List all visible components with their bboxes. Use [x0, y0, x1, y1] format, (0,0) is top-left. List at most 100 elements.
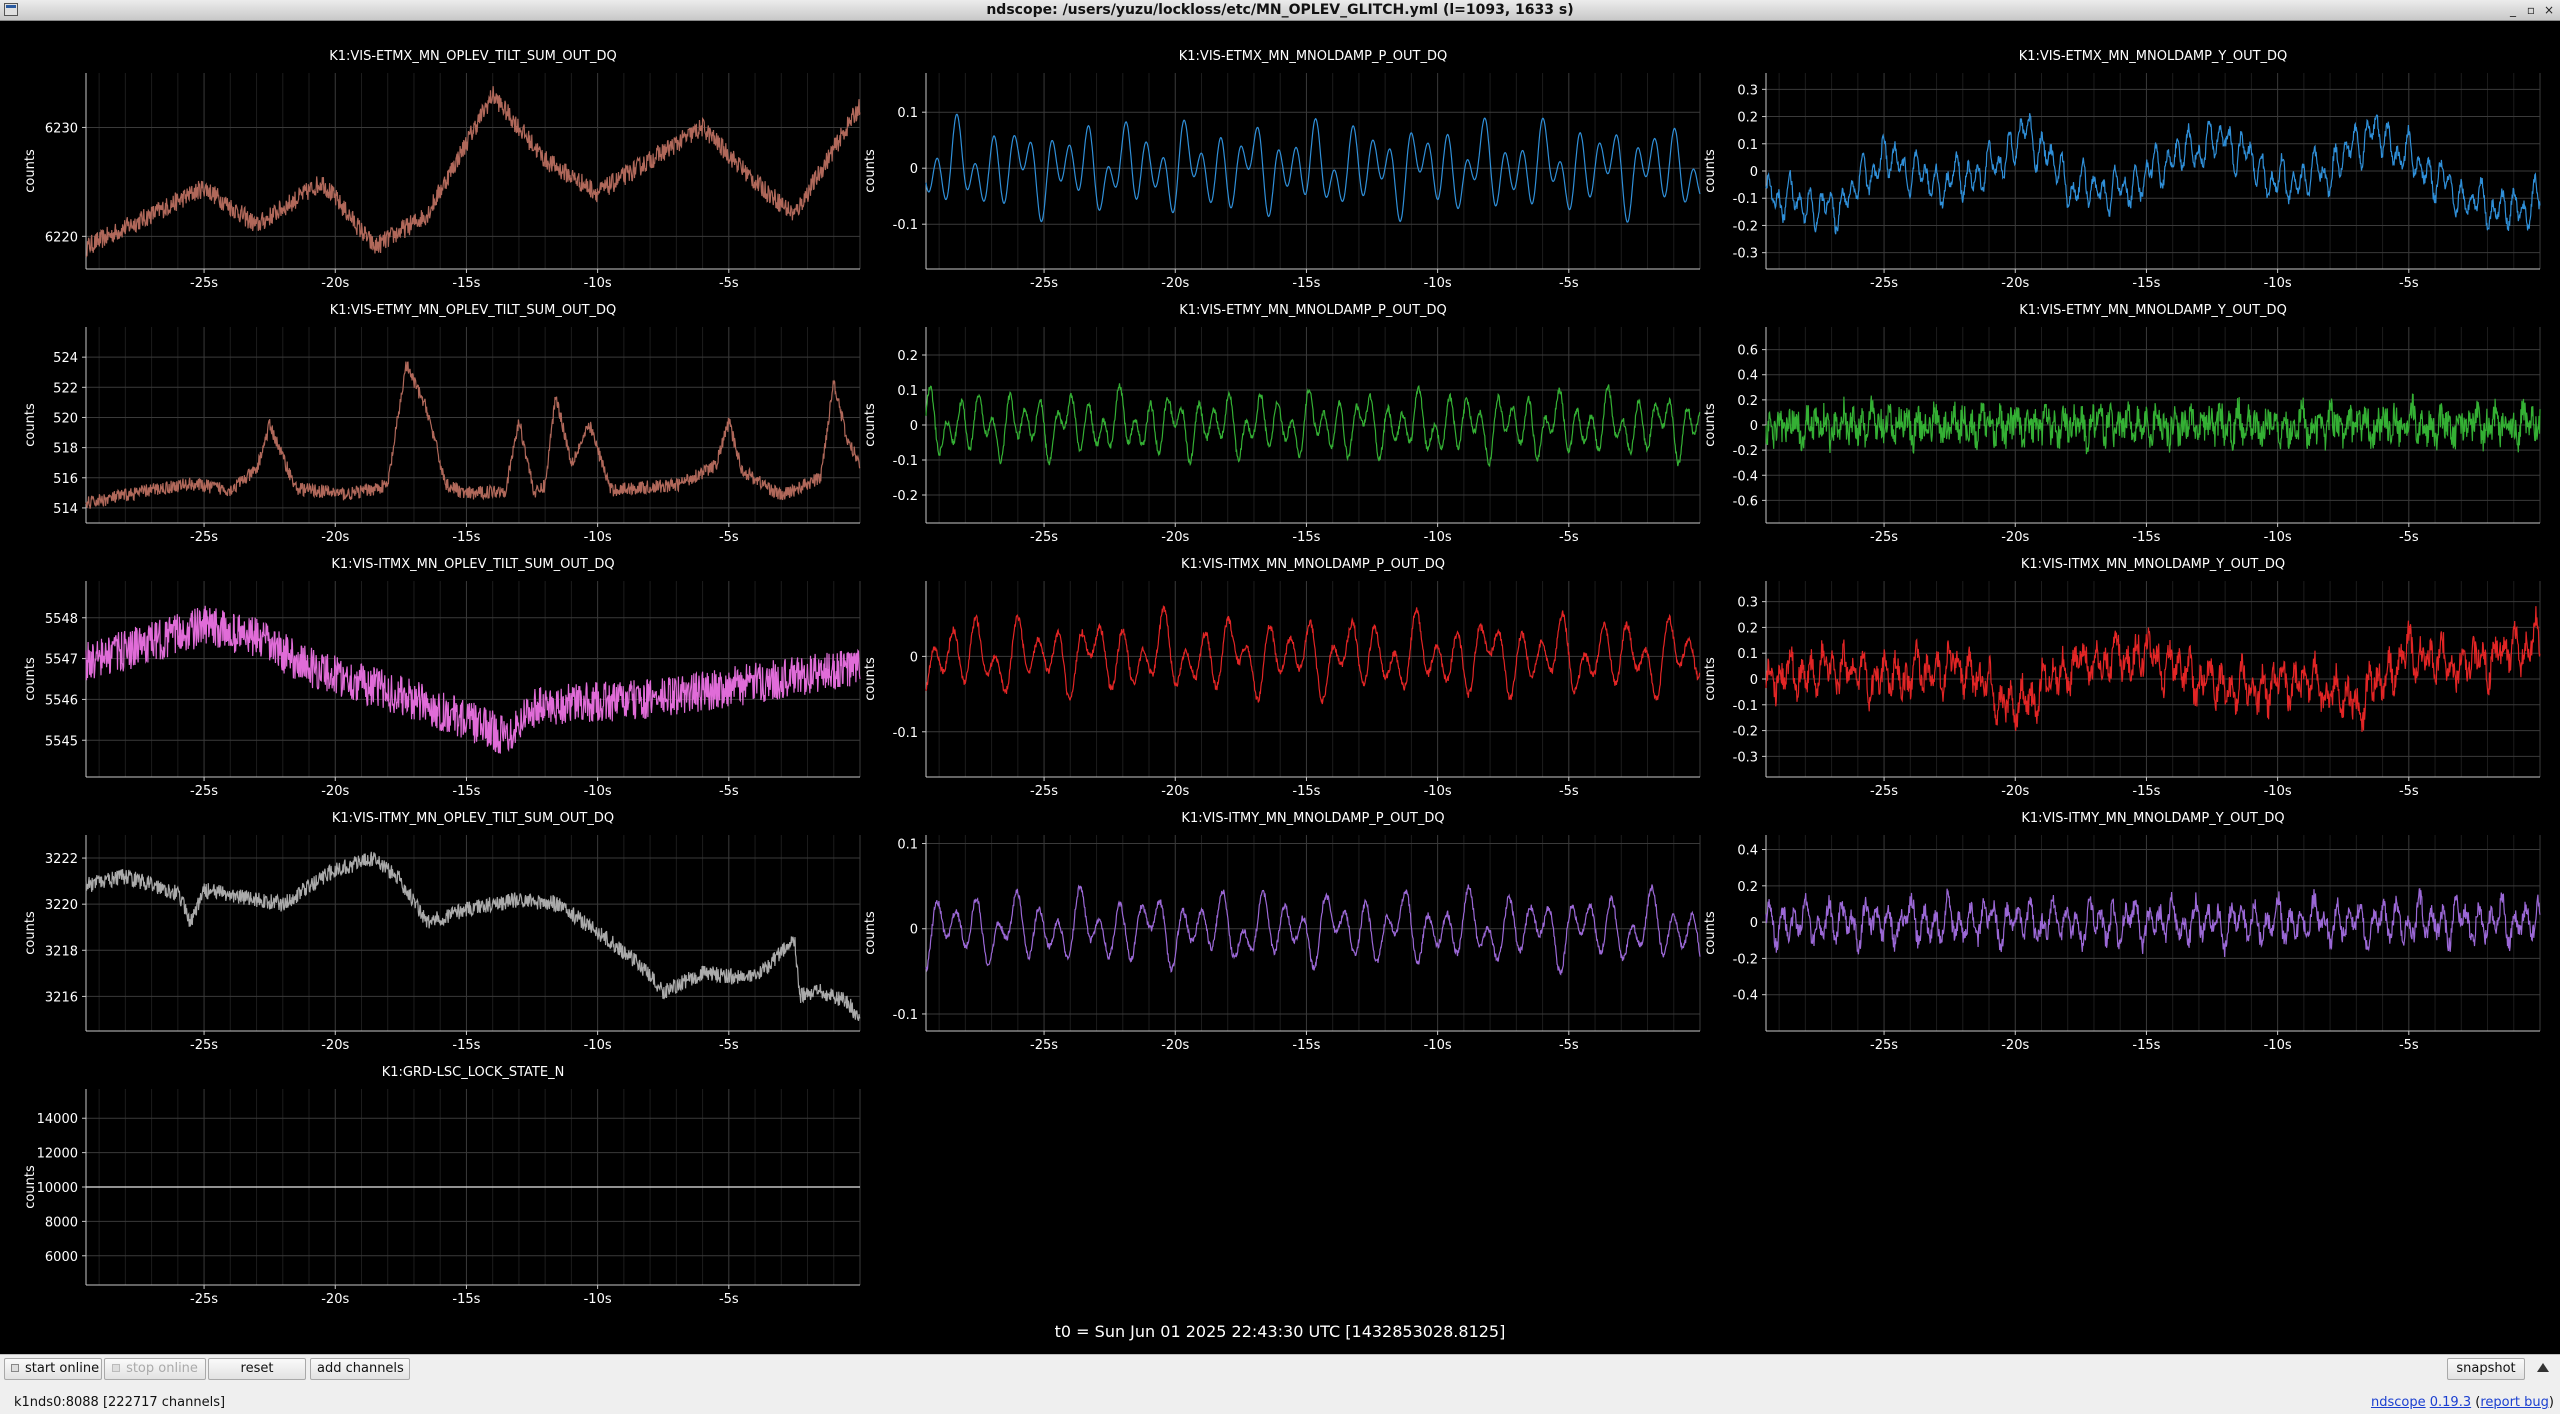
x-tick-label: -25s [1870, 276, 1898, 291]
plot-panel[interactable]: K1:VIS-ITMX_MN_MNOLDAMP_Y_OUT_DQ -25s -20s… [1703, 557, 2541, 799]
x-tick-label: -10s [1424, 276, 1452, 291]
y-tick-label: -0.2 [1733, 444, 1758, 459]
close-icon[interactable]: × [2543, 3, 2555, 17]
plot-panel[interactable]: K1:VIS-ETMX_MN_MNOLDAMP_Y_OUT_DQ -25s -20s… [1703, 49, 2541, 291]
add-channels-button[interactable]: add channels [310, 1358, 410, 1380]
plot-panel[interactable]: K1:VIS-ETMX_MN_MNOLDAMP_P_OUT_DQ -25s -20s… [863, 49, 1701, 291]
plot-panel[interactable]: K1:GRD-LSC_LOCK_STATE_N -25s -20s -15s -10s -… [23, 1065, 861, 1307]
plot-panel[interactable]: K1:VIS-ITMY_MN_MNOLDAMP_P_OUT_DQ -25s -20s… [863, 811, 1701, 1053]
y-tick-label: 0.1 [897, 384, 918, 399]
plot-panel[interactable]: K1:VIS-ITMY_MN_OPLEV_TILT_SUM_OUT_DQ -25s… [23, 811, 861, 1053]
y-axis-label: counts [863, 657, 878, 701]
plot-title: K1:VIS-ETMX_MN_MNOLDAMP_P_OUT_DQ [1179, 49, 1447, 64]
ndscope-link[interactable]: ndscope [2370, 1395, 2426, 1410]
x-tick-label: -25s [1030, 276, 1058, 291]
snapshot-button[interactable]: snapshot [2447, 1358, 2525, 1380]
reset-button[interactable]: reset [208, 1358, 306, 1380]
x-tick-label: -15s [2132, 1038, 2160, 1053]
x-tick-label: -20s [1161, 530, 1189, 545]
y-tick-label: 518 [53, 442, 78, 457]
y-axis-label: counts [23, 403, 38, 447]
stop-online-label: stop online [126, 1361, 198, 1376]
y-tick-label: 0.1 [897, 838, 918, 853]
plot-panel[interactable]: K1:VIS-ITMY_MN_MNOLDAMP_Y_OUT_DQ -25s -20s… [1703, 811, 2541, 1053]
y-tick-label: 12000 [37, 1147, 78, 1162]
plot-panel[interactable]: K1:VIS-ITMX_MN_OPLEV_TILT_SUM_OUT_DQ -25s… [23, 557, 861, 799]
y-tick-label: -0.6 [1733, 494, 1758, 509]
y-tick-label: 0.1 [1737, 647, 1758, 662]
y-tick-label: 0.4 [1737, 369, 1758, 384]
server-status: k1nds0:8088 [222717 channels] [14, 1394, 225, 1412]
y-tick-label: -0.1 [1733, 192, 1758, 207]
x-tick-label: -20s [321, 784, 349, 799]
app-icon[interactable] [4, 3, 18, 16]
x-tick-label: -15s [1292, 276, 1320, 291]
signal-trace [925, 383, 1701, 467]
plot-panel[interactable]: K1:VIS-ETMX_MN_OPLEV_TILT_SUM_OUT_DQ -25s… [23, 49, 861, 291]
x-tick-label: -25s [1030, 1038, 1058, 1053]
start-online-indicator-icon [11, 1363, 19, 1372]
y-tick-label: 516 [53, 472, 78, 487]
y-tick-label: 3222 [45, 852, 78, 867]
t0-label: t0 = Sun Jun 01 2025 22:43:30 UTC [14328… [1054, 1322, 1506, 1341]
y-tick-label: -0.3 [1733, 750, 1758, 765]
signal-trace [85, 605, 861, 754]
x-tick-label: -15s [1292, 530, 1320, 545]
signal-trace [925, 113, 1701, 223]
x-tick-label: -10s [1424, 784, 1452, 799]
report-bug-link[interactable]: report bug [2480, 1395, 2549, 1410]
x-tick-label: -20s [2001, 1038, 2029, 1053]
x-tick-label: -10s [584, 530, 612, 545]
y-tick-label: 0.2 [1737, 621, 1758, 636]
plot-panel[interactable]: K1:VIS-ETMY_MN_OPLEV_TILT_SUM_OUT_DQ -25s… [23, 303, 861, 545]
collapse-icon[interactable] [2537, 1363, 2549, 1372]
x-tick-label: -10s [584, 1038, 612, 1053]
y-axis-label: counts [863, 403, 878, 447]
plot-title: K1:VIS-ITMY_MN_MNOLDAMP_Y_OUT_DQ [2021, 811, 2284, 826]
x-tick-label: -10s [584, 276, 612, 291]
y-tick-label: -0.1 [893, 1008, 918, 1023]
y-tick-label: 6220 [45, 230, 78, 245]
x-tick-label: -10s [584, 1292, 612, 1307]
y-tick-label: 0.3 [1737, 83, 1758, 98]
y-tick-label: -0.1 [893, 218, 918, 233]
x-tick-label: -20s [1161, 276, 1189, 291]
y-tick-label: -0.2 [893, 489, 918, 504]
x-tick-label: -20s [2001, 530, 2029, 545]
x-tick-label: -10s [584, 784, 612, 799]
signal-trace [85, 86, 861, 258]
x-tick-label: -10s [1424, 530, 1452, 545]
maximize-icon[interactable]: ▫ [2526, 3, 2536, 17]
plot-panel[interactable]: K1:VIS-ETMY_MN_MNOLDAMP_Y_OUT_DQ -25s -20s… [1703, 303, 2541, 545]
x-tick-label: -20s [2001, 784, 2029, 799]
x-tick-label: -5s [719, 1038, 739, 1053]
x-tick-label: -5s [2399, 1038, 2419, 1053]
y-tick-label: 522 [53, 381, 78, 396]
y-tick-label: 0.1 [1737, 138, 1758, 153]
y-tick-label: 14000 [37, 1112, 78, 1127]
y-tick-label: 0.6 [1737, 344, 1758, 359]
signal-trace [1765, 888, 2541, 958]
y-tick-label: 10000 [37, 1181, 78, 1196]
y-tick-label: 0 [910, 650, 918, 665]
plot-panel[interactable]: K1:VIS-ETMY_MN_MNOLDAMP_P_OUT_DQ -25s -20s… [863, 303, 1701, 545]
x-tick-label: -20s [321, 276, 349, 291]
y-tick-label: -0.2 [1733, 725, 1758, 740]
minimize-icon[interactable]: _ [2510, 3, 2516, 17]
start-online-label: start online [25, 1361, 100, 1376]
plot-panel[interactable]: K1:VIS-ITMX_MN_MNOLDAMP_P_OUT_DQ -25s -20s… [863, 557, 1701, 799]
x-tick-label: -5s [2399, 276, 2419, 291]
y-tick-label: 0.2 [1737, 394, 1758, 409]
x-tick-label: -5s [719, 1292, 739, 1307]
y-tick-label: 0.1 [897, 106, 918, 121]
version-link[interactable]: 0.19.3 [2429, 1395, 2472, 1410]
y-tick-label: 0.2 [1737, 111, 1758, 126]
signal-trace [1765, 113, 2541, 235]
x-tick-label: -20s [1161, 784, 1189, 799]
plot-title: K1:VIS-ITMY_MN_OPLEV_TILT_SUM_OUT_DQ [332, 811, 614, 826]
plot-title: K1:VIS-ITMY_MN_MNOLDAMP_P_OUT_DQ [1181, 811, 1444, 826]
y-tick-label: 3216 [45, 990, 78, 1005]
y-tick-label: -0.1 [1733, 699, 1758, 714]
start-online-button[interactable]: start online [4, 1358, 102, 1380]
y-tick-label: -0.4 [1733, 989, 1758, 1004]
